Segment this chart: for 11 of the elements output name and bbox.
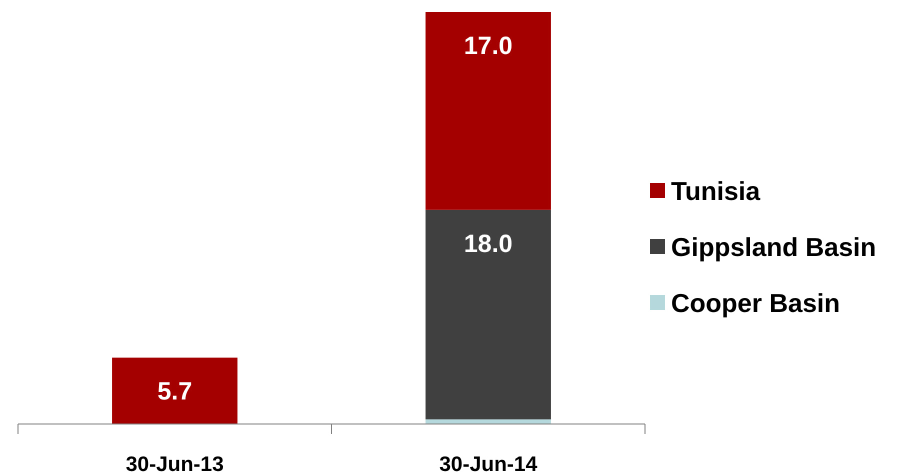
data-label: 5.7 [157,378,192,406]
bar [426,12,551,210]
bar [112,358,238,424]
data-label: 17.0 [464,32,513,60]
bar [426,210,551,420]
data-label: 18.0 [464,230,513,258]
legend-label: Tunisia [671,176,761,206]
x-tick-label: 30-Jun-14 [439,453,538,476]
x-tick-label: 30-Jun-13 [126,453,224,476]
legend-label: Gippsland Basin [671,232,876,262]
legend-label: Cooper Basin [671,288,840,318]
